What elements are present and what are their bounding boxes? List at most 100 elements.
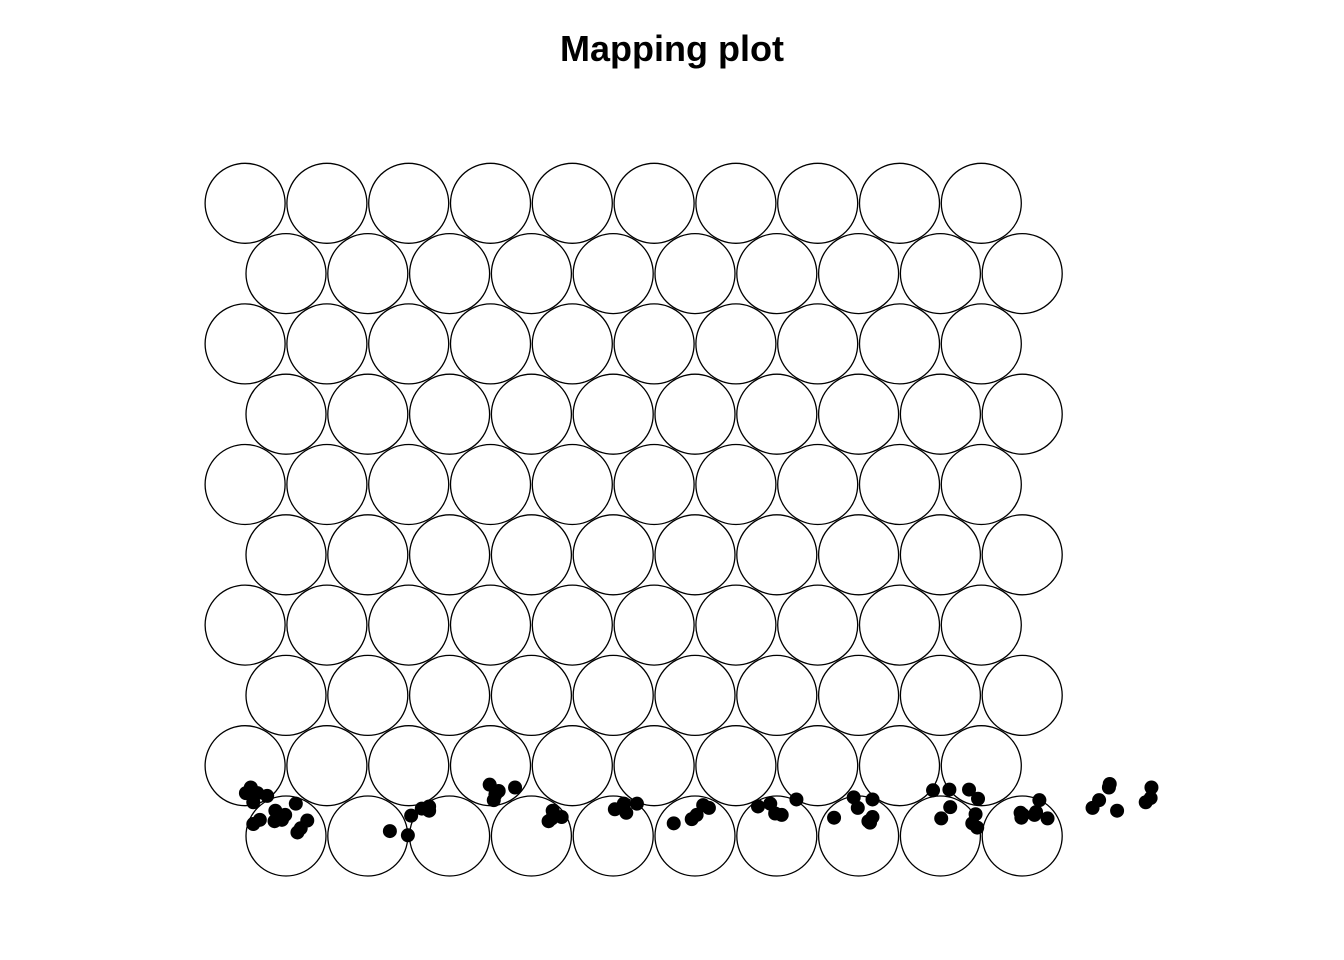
node-circle [899,232,982,315]
node-circle [736,795,818,877]
node-circle [940,725,1022,807]
node-circle [695,584,777,666]
node-circle [777,725,859,807]
node-circle [286,725,368,807]
node-circle [613,443,695,526]
data-point [544,811,559,826]
node-circle [368,162,450,244]
data-point [865,792,880,807]
node-circle [531,162,613,244]
data-point [382,824,397,839]
data-point [1032,793,1047,808]
data-point [243,780,258,795]
node-circle [408,373,491,455]
node-circle [613,725,695,807]
node-circle [695,303,777,385]
node-circle [695,162,777,244]
node-circle [449,303,532,385]
node-circle [736,514,818,596]
node-circle [940,303,1022,385]
data-point [278,807,293,822]
node-circle [858,584,941,666]
node-circle [408,232,491,315]
data-point [789,792,804,807]
data-point [696,798,711,813]
node-circle [245,373,327,455]
node-circle [204,303,286,385]
node-circle [654,232,736,315]
node-circle [204,725,286,807]
node-circle [245,654,327,737]
data-point [252,812,267,827]
node-circle [286,584,368,666]
node-circle [368,303,450,385]
node-circle [204,584,286,666]
data-point [827,810,842,825]
data-point [629,796,644,811]
data-point [404,808,419,823]
data-point [666,816,681,831]
node-circle [817,373,900,455]
node-circle [572,373,654,455]
data-point [942,782,957,797]
node-circle [695,443,777,526]
node-circle [327,514,409,596]
node-circle [777,303,859,385]
data-point [926,783,941,798]
node-circle [245,795,327,877]
node-circle [858,725,941,807]
data-point [774,807,789,822]
node-circle [613,303,695,385]
node-circle [204,443,286,526]
node-circle [899,373,982,455]
data-point [1040,811,1055,826]
node-circle [817,514,900,596]
node-circle [654,654,736,737]
node-circle [736,373,818,455]
node-circle [286,303,368,385]
node-circle [899,795,982,877]
data-point [750,799,765,814]
node-circle [327,232,409,315]
node-circle [490,795,573,877]
node-circle [654,795,736,877]
node-circle [449,584,532,666]
node-circle [572,232,654,315]
data-point [850,800,865,815]
node-circle [695,725,777,807]
node-circle [817,232,900,315]
node-circle [531,725,613,807]
node-circle [981,795,1063,877]
data-point [1029,805,1044,820]
node-circle [654,373,736,455]
node-circle [858,303,941,385]
node-circle [368,584,450,666]
node-circle [981,654,1063,737]
data-point [846,790,861,805]
data-point [943,800,958,815]
node-circle [736,232,818,315]
data-point [486,793,501,808]
data-point [1102,776,1117,791]
node-circle [817,654,900,737]
data-point [1013,805,1028,820]
data-point [482,777,497,792]
node-circle [613,584,695,666]
node-circle [490,373,573,455]
node-circle [899,654,982,737]
node-circle [572,514,654,596]
data-point [288,796,303,811]
node-circle [449,443,532,526]
node-circle [286,162,368,244]
data-point [968,807,983,822]
node-circle [777,443,859,526]
node-circle [204,162,286,244]
node-circle [777,584,859,666]
node-circle [572,654,654,737]
data-point [865,810,880,825]
node-circle [981,373,1063,455]
node-circle [858,443,941,526]
node-circle [286,443,368,526]
node-circle [858,162,941,244]
